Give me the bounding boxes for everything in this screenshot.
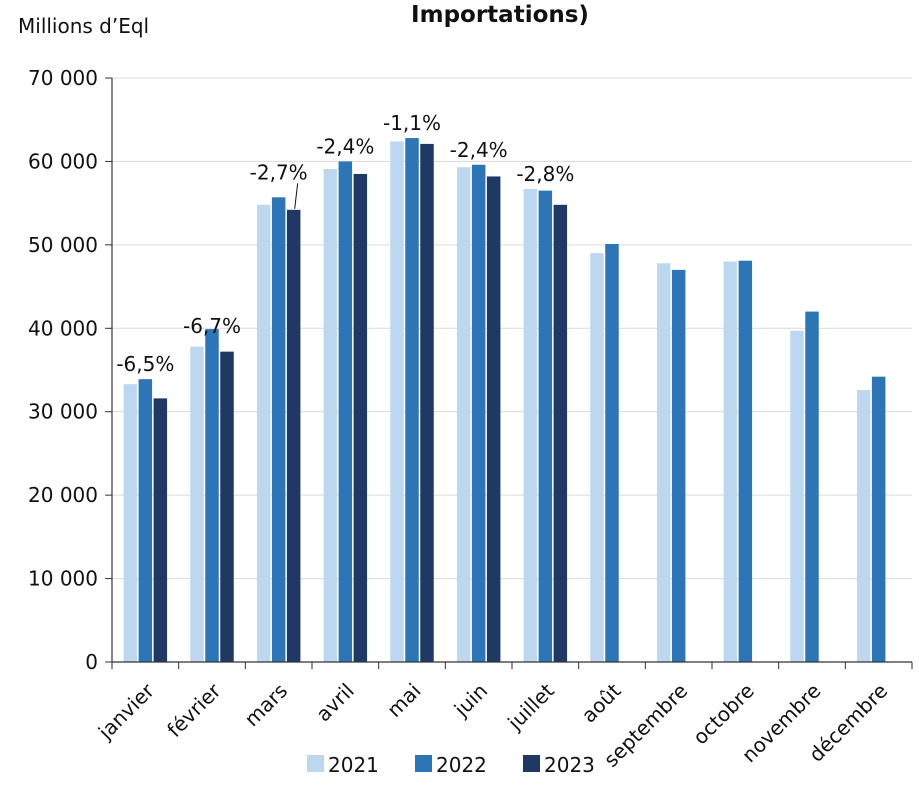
- bar-2021-3: [323, 168, 338, 663]
- legend: 2021 2022 2023: [307, 753, 595, 777]
- annotation-label: -2,4%: [450, 138, 508, 162]
- bar-2021-8: [656, 263, 671, 662]
- y-tick-label: 20 000: [28, 483, 98, 507]
- chart-title: Importations): [411, 2, 589, 28]
- bar-2021-10: [790, 330, 804, 662]
- y-tick-label: 60 000: [28, 149, 98, 173]
- legend-label: 2023: [544, 753, 595, 777]
- bar-2022-8: [671, 269, 686, 662]
- bar-2023-5: [486, 176, 501, 662]
- legend-label: 2021: [328, 753, 379, 777]
- y-tick-label: 70 000: [28, 66, 98, 90]
- bar-2023-0: [153, 398, 168, 662]
- bar-2021-5: [456, 167, 471, 663]
- annotation-label: -2,8%: [516, 162, 574, 186]
- bar-2022-2: [271, 197, 286, 662]
- annotations: -6,5% -6,7% -2,7% -2,4% -1,1% -2,4% -2,8%: [116, 111, 574, 376]
- legend-swatch-2021: [307, 755, 324, 772]
- bar-2022-4: [405, 138, 419, 662]
- y-tick-label: 50 000: [28, 233, 98, 257]
- bar-2022-1: [205, 329, 219, 662]
- bars: [123, 138, 886, 663]
- legend-swatch-2022: [415, 755, 432, 772]
- annotation-label: -1,1%: [383, 111, 441, 135]
- y-tick-label: 10 000: [28, 567, 98, 591]
- bar-2021-7: [590, 253, 604, 662]
- annotation-label: -6,5%: [116, 352, 174, 376]
- bar-2021-6: [523, 188, 538, 662]
- annotation-label: -6,7%: [183, 314, 241, 338]
- y-axis-label: Millions d’Eql: [18, 14, 149, 38]
- legend-swatch-2023: [523, 755, 540, 772]
- annotation-label: -2,7%: [250, 160, 308, 184]
- bar-2023-6: [553, 204, 568, 662]
- bar-2021-4: [390, 141, 404, 663]
- gridlines: [112, 77, 912, 580]
- y-tick-label: 40 000: [28, 316, 98, 340]
- bar-2021-9: [723, 261, 738, 662]
- bar-2023-2: [286, 209, 301, 662]
- bar-2021-11: [856, 390, 871, 662]
- bar-2022-0: [138, 379, 153, 662]
- y-tick-label: 30 000: [28, 400, 98, 424]
- bar-2021-2: [256, 204, 271, 662]
- legend-label: 2022: [436, 753, 487, 777]
- annotation-leader: [294, 183, 299, 209]
- bar-2022-6: [538, 190, 553, 662]
- bar-2022-9: [738, 260, 753, 662]
- bar-2022-10: [805, 311, 819, 662]
- annotation-label: -2,4%: [316, 134, 374, 158]
- bar-2021-0: [123, 384, 138, 662]
- y-axis-ticks: 0 10 000 20 000 30 000 40 000 50 000 60 000 70 …: [28, 66, 112, 674]
- bar-2022-5: [471, 164, 486, 662]
- bar-2023-1: [220, 351, 234, 662]
- bar-2023-4: [420, 143, 434, 662]
- bar-2022-7: [605, 244, 619, 662]
- y-tick-label: 0: [85, 650, 98, 674]
- bar-2023-3: [353, 173, 368, 662]
- bar-2021-1: [190, 346, 204, 662]
- bar-2022-11: [871, 376, 886, 662]
- bar-2022-3: [338, 161, 353, 662]
